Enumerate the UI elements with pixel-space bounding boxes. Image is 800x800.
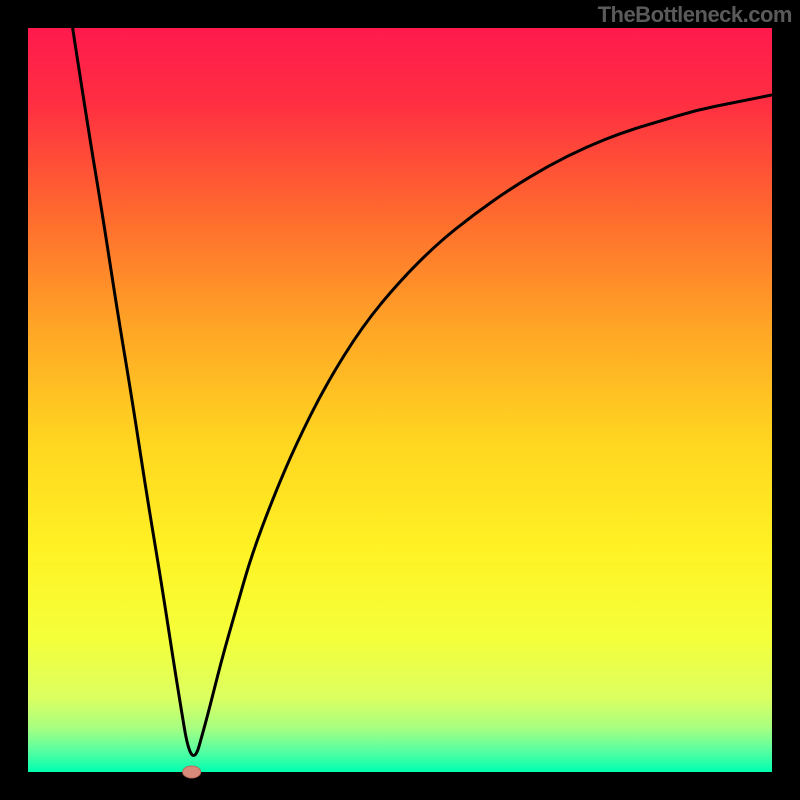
watermark-text: TheBottleneck.com xyxy=(598,2,792,28)
chart-container: { "watermark": "TheBottleneck.com", "cha… xyxy=(0,0,800,800)
plot-background xyxy=(28,28,772,772)
bottleneck-chart xyxy=(0,0,800,800)
optimum-marker xyxy=(183,766,201,778)
